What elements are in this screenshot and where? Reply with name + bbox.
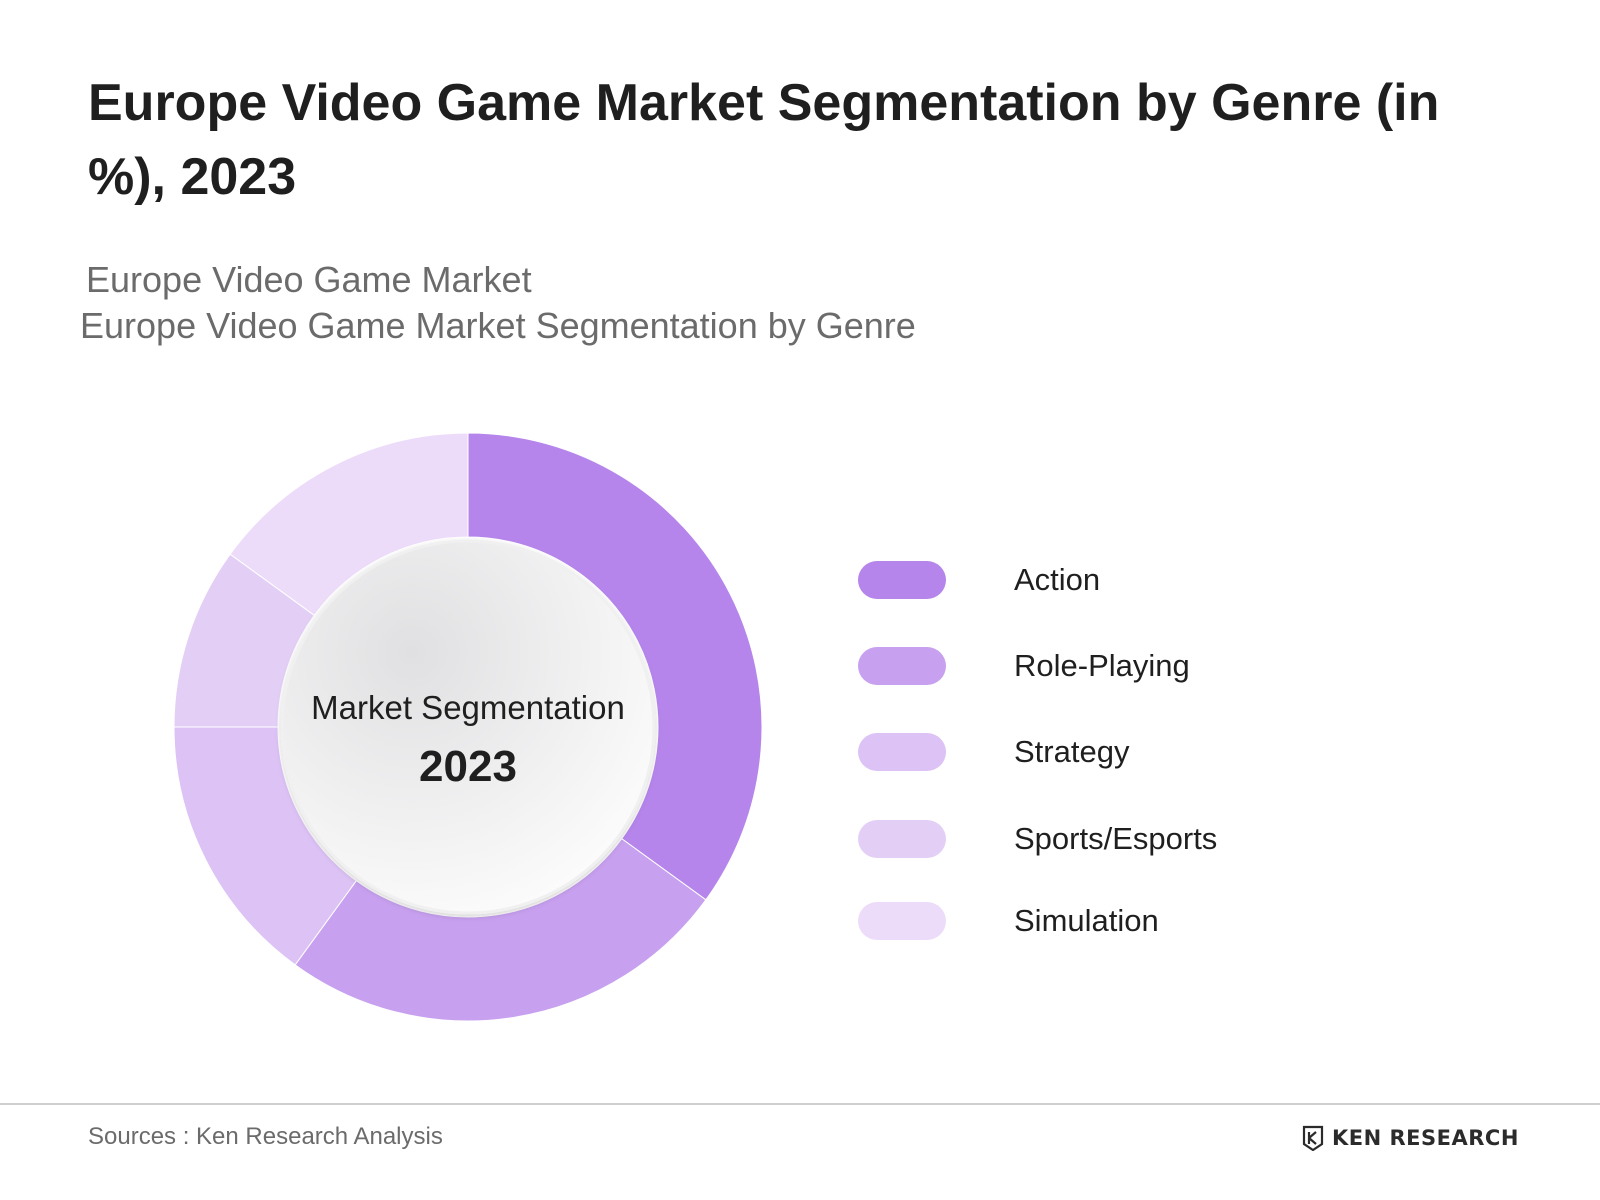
legend-item-strategy: Strategy — [858, 732, 1129, 772]
brand-logo: KEN RESEARCH — [1302, 1124, 1519, 1152]
chart-subtitle-market: Europe Video Game Market — [86, 259, 532, 300]
donut-chart: Market Segmentation 2023 — [173, 432, 763, 1022]
legend-label-sports-esports: Sports/Esports — [1014, 821, 1218, 856]
donut-slice-simulation — [229, 432, 469, 617]
donut-slice-role-playing — [294, 837, 707, 1022]
legend-item-role-playing: Role-Playing — [858, 646, 1190, 686]
logo-text: KEN RESEARCH — [1332, 1126, 1519, 1150]
source-note: Sources : Ken Research Analysis — [88, 1123, 443, 1150]
legend-item-sports-esports: Sports/Esports — [858, 819, 1217, 859]
donut-center-disc — [280, 539, 656, 915]
legend-item-action: Action — [858, 560, 1100, 600]
legend-swatch-action — [858, 561, 946, 599]
chart-subtitle-segmentation: Europe Video Game Market Segmentation by… — [80, 305, 916, 346]
legend-label-action: Action — [1014, 562, 1101, 597]
legend-label-simulation: Simulation — [1014, 903, 1159, 938]
legend-swatch-simulation — [858, 902, 946, 940]
donut-center-year: 2023 — [419, 742, 517, 791]
donut-center-label: Market Segmentation — [311, 689, 625, 726]
legend-label-role-playing: Role-Playing — [1014, 648, 1190, 683]
ken-research-logo-icon — [1302, 1125, 1324, 1151]
legend-swatch-sports-esports — [858, 820, 946, 858]
legend-label-strategy: Strategy — [1014, 734, 1130, 769]
donut-slice-action — [467, 432, 763, 901]
legend-swatch-strategy — [858, 733, 946, 771]
legend-swatch-role-playing — [858, 647, 946, 685]
footer-divider — [0, 1103, 1600, 1105]
chart-title: Europe Video Game Market Segmentation by… — [88, 74, 1440, 206]
donut-slices — [173, 432, 763, 1022]
legend-item-simulation: Simulation — [858, 901, 1159, 941]
